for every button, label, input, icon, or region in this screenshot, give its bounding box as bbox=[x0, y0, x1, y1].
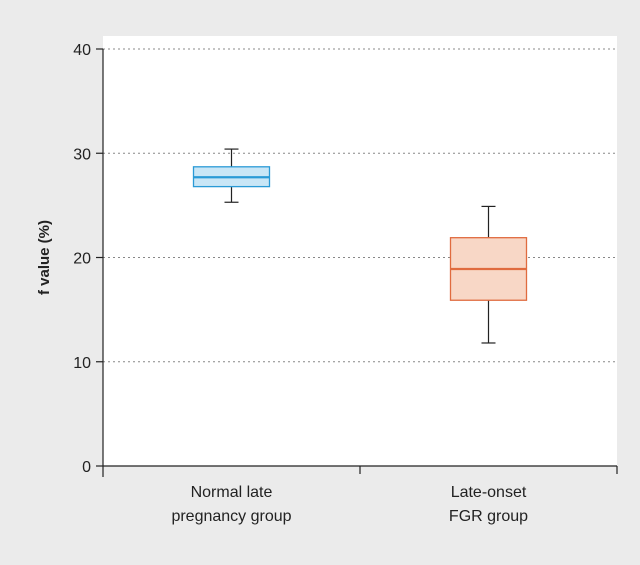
y-tick-label: 0 bbox=[82, 459, 91, 476]
category-label: Late-onset bbox=[451, 484, 527, 501]
category-label: Normal late bbox=[191, 484, 273, 501]
y-tick-label: 20 bbox=[73, 251, 91, 268]
axes bbox=[96, 48, 618, 477]
box-2 bbox=[449, 205, 528, 344]
category-label: pregnancy group bbox=[171, 508, 291, 525]
y-axis-title: f value (%) bbox=[36, 220, 53, 295]
plot-area bbox=[103, 36, 617, 466]
labels: 0 10 20 30 40 f value (%) Normal late pregnancy… bbox=[36, 42, 528, 525]
y-tick-label: 10 bbox=[73, 355, 91, 372]
y-tick-label: 40 bbox=[73, 42, 91, 59]
y-tick-label: 30 bbox=[73, 146, 91, 163]
category-label: FGR group bbox=[449, 508, 528, 525]
grid-lines bbox=[103, 48, 617, 363]
boxes bbox=[192, 148, 528, 344]
box-1 bbox=[192, 148, 271, 203]
